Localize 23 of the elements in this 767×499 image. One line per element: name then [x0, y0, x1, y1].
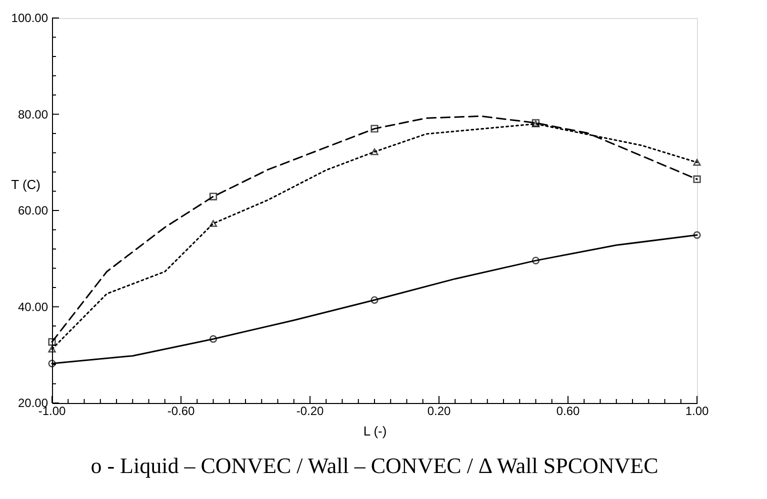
text: o - Liquid – CONVEC / Wall – CONVEC / Δ Wall SPCONVEC: [90, 453, 658, 478]
y-axis-title: T (C): [11, 176, 40, 192]
x-axis-title: L (-): [363, 424, 387, 438]
y-tick-label: 100.00: [11, 11, 48, 25]
x-tick-label: 0.20: [427, 404, 451, 418]
point: [693, 158, 701, 166]
point: [48, 346, 56, 352]
x-tick-label: 1.00: [685, 404, 709, 418]
point: [532, 256, 540, 264]
point: [209, 335, 218, 343]
x-tick-label: 0.60: [556, 404, 580, 418]
x-tick-label: -0.20: [296, 404, 324, 418]
point: [48, 338, 56, 346]
point: [693, 175, 701, 184]
point: [370, 296, 378, 304]
point: [209, 220, 218, 227]
y-tick-label: 80.00: [18, 107, 48, 122]
point: [209, 192, 218, 200]
point: [370, 148, 378, 156]
y-tick-label: 60.00: [18, 204, 48, 218]
x-tick-label: -0.60: [167, 404, 195, 418]
point: [370, 124, 378, 132]
y-tick-label: 40.00: [18, 300, 48, 314]
